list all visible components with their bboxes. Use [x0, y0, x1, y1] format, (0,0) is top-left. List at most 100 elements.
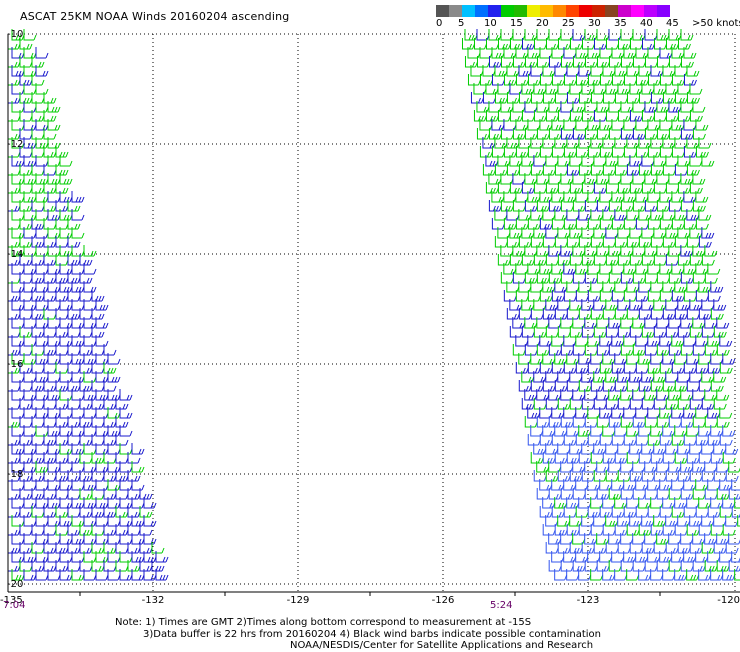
note-line-1: Note: 1) Times are GMT 2)Times along bot… — [115, 617, 532, 628]
wind-barb — [127, 452, 141, 464]
legend-swatch — [553, 5, 566, 17]
lat-label: -14 — [7, 249, 23, 260]
lat-label: -18 — [7, 469, 23, 480]
wind-barb — [716, 344, 730, 356]
wind-barb — [509, 182, 523, 194]
wind-barb — [677, 542, 691, 554]
lon-label: -132 — [142, 595, 165, 606]
lat-label: -10 — [7, 29, 23, 40]
note-line-2: 3)Data buffer is 22 hrs from 20160204 4)… — [143, 629, 601, 640]
legend-tick-label: 15 — [510, 18, 523, 29]
wind-barb — [563, 218, 577, 230]
wind-barb — [539, 218, 553, 230]
legend-swatch — [592, 5, 605, 17]
wind-barb — [737, 515, 740, 527]
wind-barb — [695, 191, 709, 203]
wind-barb — [611, 362, 625, 374]
wind-barb — [545, 299, 559, 311]
wind-barb — [713, 299, 727, 311]
wind-barb — [659, 479, 673, 491]
note-line-3: NOAA/NESDIS/Center for Satellite Applica… — [290, 640, 594, 651]
wind-barb — [683, 74, 697, 86]
legend-colorbar — [436, 5, 670, 17]
wind-barb — [593, 443, 607, 455]
wind-barb — [623, 191, 637, 203]
wind-barb — [689, 110, 703, 122]
wind-barb — [698, 281, 712, 293]
wind-barb — [563, 146, 577, 158]
wind-barb — [91, 290, 105, 302]
wind-barb — [686, 65, 700, 77]
wind-barb — [103, 380, 117, 392]
wind-barb — [55, 146, 69, 158]
legend-tick-label: 35 — [614, 18, 627, 29]
wind-barb — [698, 209, 712, 221]
wind-barb — [71, 209, 85, 221]
legend-swatch — [657, 5, 670, 17]
wind-barb — [719, 362, 733, 374]
legend-swatch — [436, 5, 449, 17]
wind-barb — [67, 236, 81, 248]
wind-barb — [59, 155, 73, 167]
wind-barb — [587, 74, 601, 86]
wind-barb — [641, 515, 655, 527]
wind-barb — [71, 191, 85, 203]
wind-barb — [95, 335, 109, 347]
wind-barb — [692, 200, 706, 212]
wind-barb — [596, 173, 610, 185]
wind-barb — [722, 353, 736, 365]
wind-barb — [596, 101, 610, 113]
wind-barb — [143, 551, 157, 563]
wind-barb — [680, 56, 694, 68]
wind-barb — [31, 56, 45, 68]
wind-barb — [35, 65, 49, 77]
wind-barb — [614, 209, 628, 221]
wind-barb — [59, 173, 73, 185]
wind-barb — [707, 290, 721, 302]
wind-barb — [107, 425, 121, 437]
wind-barb — [725, 470, 739, 482]
wind-barb — [91, 326, 105, 338]
wind-barb — [695, 362, 709, 374]
wind-barb — [626, 164, 640, 176]
wind-barb — [47, 389, 61, 401]
wind-barb — [722, 452, 736, 464]
legend-swatch — [449, 5, 462, 17]
wind-barb — [599, 506, 613, 518]
wind-barb — [683, 263, 697, 275]
legend-swatch — [631, 5, 644, 17]
wind-barb — [533, 227, 547, 239]
wind-barb — [683, 407, 697, 419]
wind-barb — [55, 182, 69, 194]
wind-barb — [119, 407, 133, 419]
wind-barb — [83, 245, 97, 257]
legend-tick-label: 40 — [640, 18, 653, 29]
wind-barb — [659, 407, 673, 419]
wind-barbs-layer — [7, 29, 740, 581]
wind-barb — [43, 92, 57, 104]
lat-label: -12 — [7, 139, 23, 150]
wind-barb — [569, 470, 583, 482]
legend-swatch — [579, 5, 592, 17]
wind-barb — [47, 101, 61, 113]
wind-barb — [698, 236, 712, 248]
wind-barb — [656, 533, 670, 545]
wind-barb — [506, 137, 520, 149]
wind-barb — [572, 128, 586, 140]
wind-barb — [677, 38, 691, 50]
legend-swatch — [488, 5, 501, 17]
wind-barb — [11, 65, 25, 77]
wind-barb — [566, 452, 580, 464]
wind-barb — [59, 515, 73, 527]
legend-tick-label: 25 — [562, 18, 575, 29]
legend-tick-label: 0 — [436, 18, 443, 29]
wind-barb — [668, 29, 682, 41]
map-frame — [7, 34, 740, 596]
legend-tick-label: 45 — [666, 18, 679, 29]
wind-barb — [55, 164, 69, 176]
wind-barb — [491, 47, 505, 59]
legend-tick-label: 10 — [484, 18, 497, 29]
wind-barb — [617, 182, 631, 194]
wind-barb — [131, 479, 145, 491]
wind-barb — [686, 164, 700, 176]
